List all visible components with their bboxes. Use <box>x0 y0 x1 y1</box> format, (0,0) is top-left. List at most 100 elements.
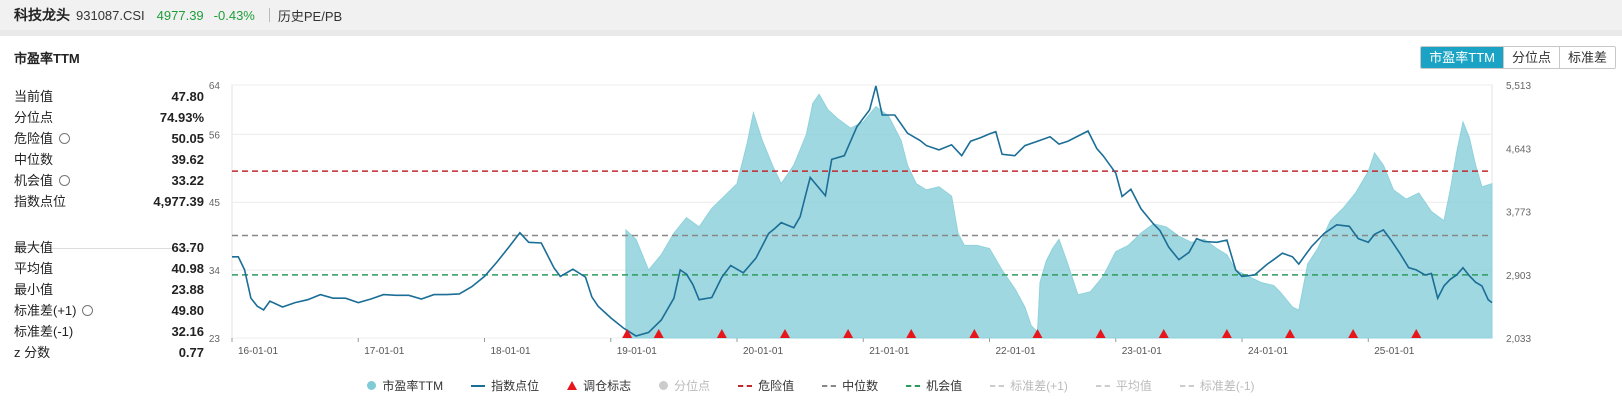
y-left-tick: 34 <box>209 266 221 277</box>
tab-0[interactable]: 市盈率TTM <box>1421 47 1503 68</box>
stat-row: 中位数 39.62 <box>14 149 204 170</box>
stat-value: 33.22 <box>171 173 204 188</box>
rebalance-marker[interactable] <box>1095 329 1106 338</box>
legend-label: 调仓标志 <box>583 379 632 393</box>
stat-label: 平均值 <box>14 261 54 276</box>
pe-area <box>625 93 1493 339</box>
y-left-tick: 23 <box>209 334 221 345</box>
rebalance-marker[interactable] <box>1221 329 1232 338</box>
tab-1[interactable]: 分位点 <box>1502 47 1559 68</box>
index-change: -0.43% <box>213 7 255 23</box>
legend-item[interactable]: 市盈率TTM <box>367 377 443 394</box>
gear-icon[interactable] <box>59 133 71 144</box>
history-pe-pb-link[interactable]: 历史PE/PB <box>277 8 343 24</box>
rebalance-marker[interactable] <box>1158 329 1169 338</box>
x-tick: 18-01-01 <box>490 346 530 357</box>
metric-tabs: 市盈率TTM 分位点 标准差 <box>1420 46 1616 69</box>
legend-label: 平均值 <box>1115 379 1152 393</box>
gear-icon[interactable] <box>82 305 94 316</box>
stat-value: 63.70 <box>171 240 204 255</box>
y-left-tick: 56 <box>209 130 221 141</box>
rebalance-marker[interactable] <box>779 329 790 338</box>
index-name: 科技龙头 <box>14 7 70 23</box>
y-right-tick: 2,903 <box>1506 271 1531 282</box>
x-tick: 16-01-01 <box>238 346 278 357</box>
x-tick: 24-01-01 <box>1248 346 1288 357</box>
pe-chart[interactable]: 23 34 45 56 64 2,033 2,903 3,773 4,643 5,513 16-01… <box>0 36 1622 417</box>
stat-label: 当前值 <box>14 89 54 104</box>
legend-label: 指数点位 <box>491 379 540 393</box>
stat-label: 中位数 <box>14 152 54 167</box>
x-tick: 21-01-01 <box>869 346 909 357</box>
stat-label: 标准差(-1) <box>14 324 74 339</box>
quote-header: 科技龙头 931087.CSI 4977.39 -0.43% 历史PE/PB <box>0 0 1622 30</box>
stat-row: 机会值 33.22 <box>14 170 204 191</box>
legend-line-icon <box>471 384 486 387</box>
legend-item[interactable]: 机会值 <box>906 377 962 394</box>
legend-item[interactable]: 危险值 <box>738 377 794 394</box>
stat-label: 最大值 <box>14 240 54 255</box>
legend-label: 中位数 <box>842 379 879 393</box>
y-right-tick: 4,643 <box>1506 144 1531 155</box>
legend-dash-icon <box>822 384 837 387</box>
legend-dash-icon <box>738 384 753 387</box>
x-tick: 17-01-01 <box>364 346 404 357</box>
legend-dash-icon <box>990 384 1005 387</box>
x-tick: 19-01-01 <box>617 346 657 357</box>
y-right-tick: 3,773 <box>1506 208 1531 219</box>
legend-item[interactable]: 标准差(+1) <box>990 377 1068 394</box>
stat-row: 分位点 74.93% <box>14 107 204 128</box>
legend-item[interactable]: 中位数 <box>822 377 878 394</box>
stat-value: 74.93% <box>159 110 204 125</box>
stat-row: z 分数 0.77 <box>14 342 204 363</box>
x-tick: 23-01-01 <box>1122 346 1162 357</box>
legend-item[interactable]: 调仓标志 <box>567 377 631 394</box>
legend-item[interactable]: 标准差(-1) <box>1179 377 1255 394</box>
legend-item[interactable]: 分位点 <box>659 377 710 394</box>
stat-label: z 分数 <box>14 345 51 360</box>
legend-dash-icon <box>1179 384 1194 387</box>
legend-item[interactable]: 指数点位 <box>471 377 539 394</box>
y-left-tick: 45 <box>209 198 221 209</box>
index-price: 4977.39 <box>156 7 204 23</box>
stats-divider <box>14 248 204 249</box>
rebalance-marker[interactable] <box>716 329 727 338</box>
legend-dash-icon <box>1095 384 1110 387</box>
x-tick: 20-01-01 <box>743 346 783 357</box>
stat-label: 机会值 <box>14 170 71 191</box>
header-divider <box>268 8 270 22</box>
tab-2[interactable]: 标准差 <box>1558 47 1615 68</box>
stat-value: 50.05 <box>171 131 204 146</box>
stat-row: 指数点位 4,977.39 <box>14 191 204 212</box>
rebalance-marker[interactable] <box>622 329 633 338</box>
stat-row: 平均值 40.98 <box>14 258 204 279</box>
stat-label: 标准差(+1) <box>14 300 94 321</box>
stat-value: 4,977.39 <box>153 194 204 209</box>
chart-legend: 市盈率TTM 指数点位 调仓标志 分位点 危险值 中位数 机会值 标准差(+1) 平均值 标准差(… <box>0 377 1622 394</box>
stats-current: 当前值 47.80 分位点 74.93% 危险值 50.05 中位数 39.62 机会值 33.2… <box>14 86 204 212</box>
rebalance-marker[interactable] <box>653 329 664 338</box>
rebalance-marker[interactable] <box>1348 329 1359 338</box>
stat-label: 分位点 <box>14 110 54 125</box>
x-tick: 22-01-01 <box>995 346 1035 357</box>
stat-value: 40.98 <box>171 261 204 276</box>
rebalance-marker[interactable] <box>1284 329 1295 338</box>
legend-label: 标准差(+1) <box>1010 379 1068 393</box>
rebalance-marker[interactable] <box>906 329 917 338</box>
legend-dot-icon <box>659 381 669 390</box>
rebalance-marker[interactable] <box>1032 329 1043 338</box>
stat-row: 当前值 47.80 <box>14 86 204 107</box>
legend-dash-icon <box>906 384 921 387</box>
gear-icon[interactable] <box>59 175 71 186</box>
index-code: 931087.CSI <box>76 7 145 23</box>
stat-value: 49.80 <box>171 303 204 318</box>
legend-dot-icon <box>367 381 377 390</box>
stat-label: 指数点位 <box>14 194 67 209</box>
legend-label: 市盈率TTM <box>382 379 444 393</box>
rebalance-marker[interactable] <box>969 329 980 338</box>
rebalance-marker[interactable] <box>843 329 854 338</box>
legend-item[interactable]: 平均值 <box>1095 377 1152 394</box>
stat-row: 危险值 50.05 <box>14 128 204 149</box>
rebalance-marker[interactable] <box>1411 329 1422 338</box>
stat-value: 0.77 <box>178 345 204 360</box>
